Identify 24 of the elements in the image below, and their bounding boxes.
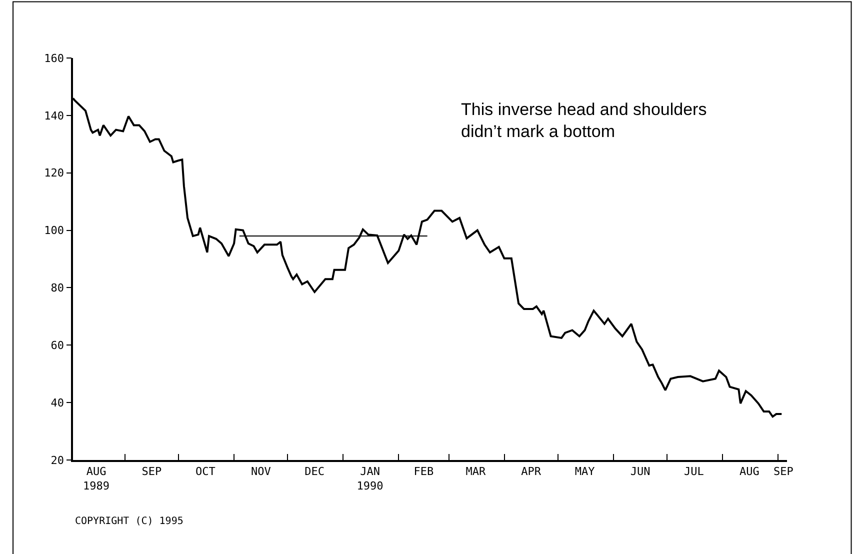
y-tick-label: 40: [50, 396, 64, 410]
text: COPYRIGHT (C) 1995: [75, 516, 184, 527]
x-tick-label: AUG: [739, 465, 760, 478]
x-tick-label: APR: [521, 465, 542, 478]
x-tick-label: DEC: [304, 465, 325, 478]
x-tick-label: MAY: [574, 465, 596, 478]
y-tick-label: 80: [50, 282, 64, 295]
x-tick-label: OCT: [195, 465, 216, 478]
x-tick-label: JAN 1990: [356, 465, 384, 492]
x-tick-label: JUN: [630, 465, 650, 478]
x-tick-label: FEB: [414, 465, 434, 478]
x-tick-label: SEP: [142, 465, 162, 478]
x-tick-label: SEP: [773, 465, 794, 478]
x-tick-label: JUL: [684, 465, 704, 478]
y-tick-label: 160: [44, 52, 64, 65]
x-tick-label: NOV: [250, 465, 272, 478]
annotation: This inverse head and shoulders didn’t mark a bottom: [461, 100, 707, 142]
y-tick-label: 120: [44, 166, 64, 180]
y-tick-label: 140: [44, 109, 64, 122]
y-tick-label: 100: [44, 224, 64, 238]
y-tick-label: 60: [50, 338, 64, 352]
y-tick-label: 20: [50, 454, 64, 467]
x-tick-label: AUG 1989: [83, 465, 110, 492]
x-tick-label: MAR: [466, 465, 486, 478]
